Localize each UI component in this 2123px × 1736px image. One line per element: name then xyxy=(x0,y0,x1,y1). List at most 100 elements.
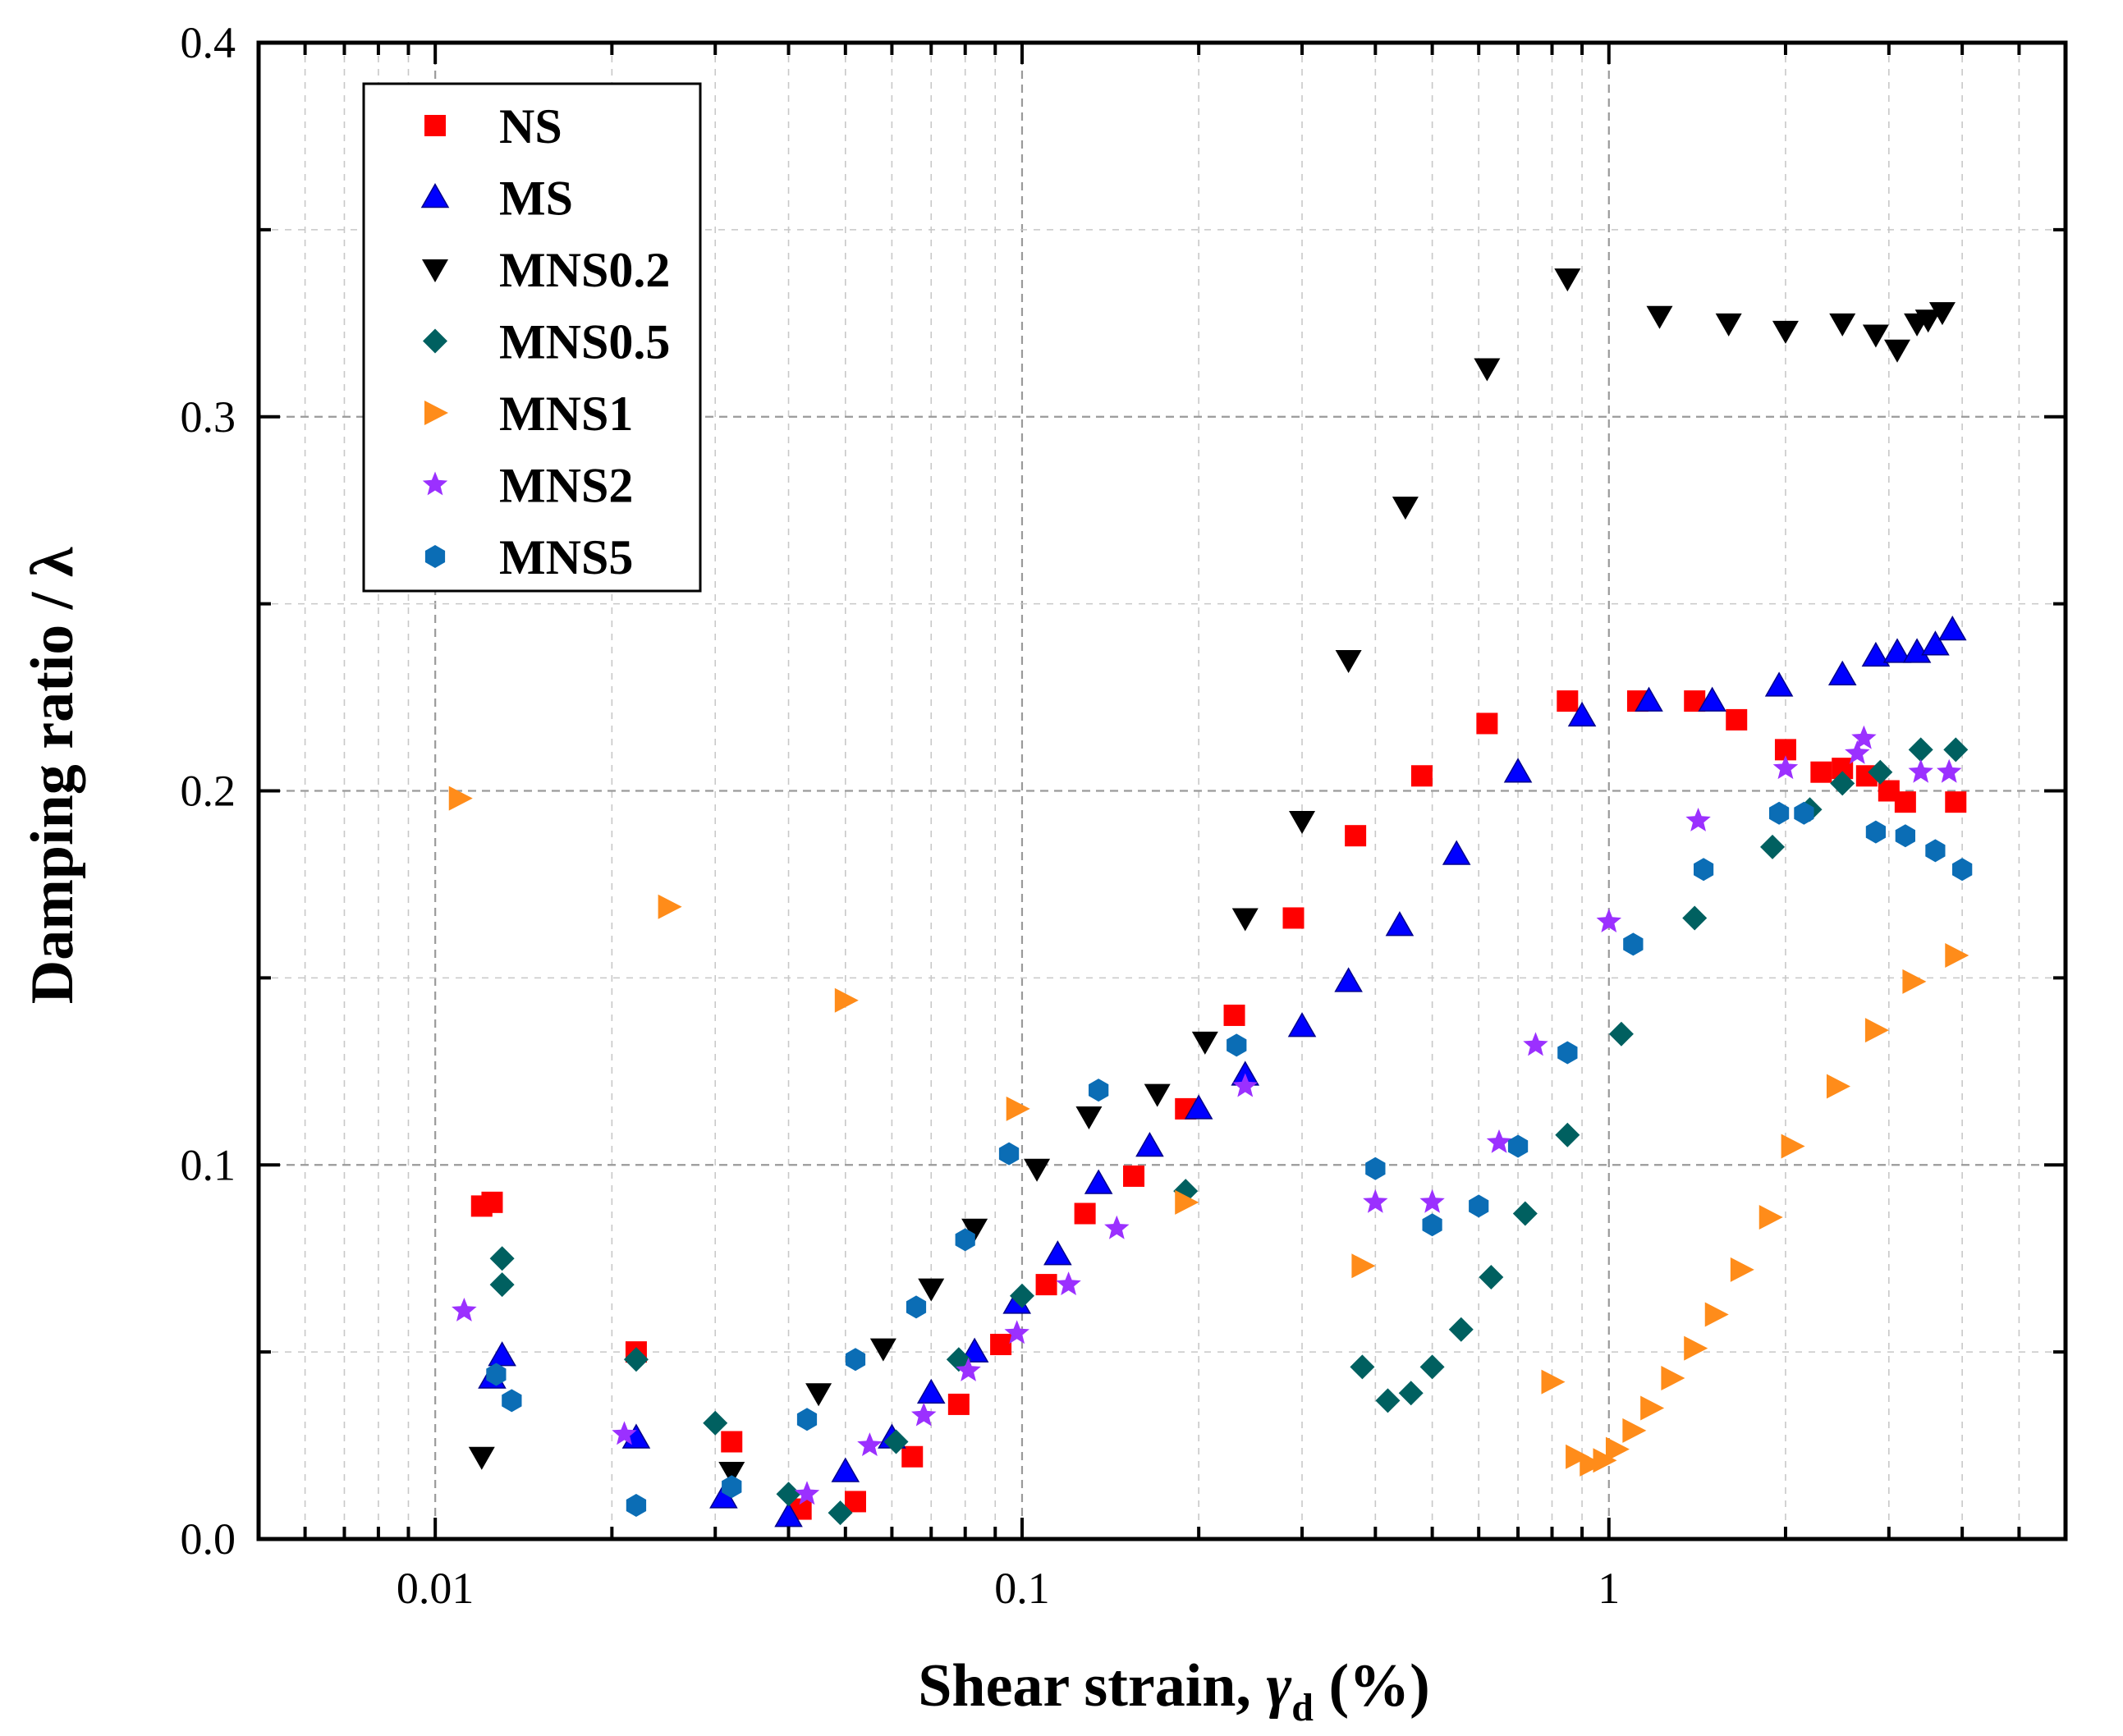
data-point-mns5 xyxy=(1794,801,1814,825)
data-point-mns0-2 xyxy=(718,1461,745,1485)
data-point-mns2 xyxy=(1851,725,1877,749)
data-point-mns0-2 xyxy=(1928,302,1956,326)
legend-item-mns2: MNS2 xyxy=(422,459,633,513)
data-point-mns5 xyxy=(906,1295,927,1319)
data-point-mns5 xyxy=(1557,1041,1578,1065)
legend-label: MNS2 xyxy=(499,459,633,513)
data-point-ms xyxy=(1385,911,1415,937)
x-tick-label: 1 xyxy=(1598,1564,1620,1613)
data-point-ms xyxy=(1902,638,1932,663)
data-point-mns2 xyxy=(1845,740,1870,764)
data-point-mns1 xyxy=(1640,1395,1665,1421)
data-point-mns2 xyxy=(794,1481,820,1505)
data-point-mns2 xyxy=(1056,1271,1081,1295)
data-point-mns5 xyxy=(1925,839,1946,863)
data-point-mns0-5 xyxy=(776,1482,801,1507)
data-point-mns1 xyxy=(1622,1418,1647,1443)
x-axis-title-subscript: d xyxy=(1291,1686,1314,1729)
data-point-mns5 xyxy=(1422,1213,1442,1237)
data-point-ms xyxy=(1503,758,1533,783)
data-point-mns0-5 xyxy=(703,1410,728,1436)
data-point-ms xyxy=(1861,641,1891,667)
data-point-mns5 xyxy=(1769,801,1790,825)
data-point-mns0-5 xyxy=(1479,1264,1504,1289)
data-point-mns1 xyxy=(1006,1096,1030,1121)
data-point-mns1 xyxy=(1593,1448,1617,1473)
data-point-ns xyxy=(1557,690,1579,712)
data-point-mns0-2 xyxy=(1554,268,1581,292)
data-point-mns2 xyxy=(857,1432,883,1456)
data-point-mns5 xyxy=(722,1475,742,1499)
legend-marker xyxy=(422,259,448,282)
data-point-mns1 xyxy=(1902,969,1927,994)
data-point-ms xyxy=(1567,701,1597,727)
legend-marker xyxy=(422,471,448,496)
data-point-mns0-2 xyxy=(1024,1158,1051,1182)
data-point-ms xyxy=(1287,1012,1317,1037)
data-point-mns5 xyxy=(502,1389,522,1413)
x-axis-title-unit: (%) xyxy=(1314,1652,1430,1720)
data-point-mns0-5 xyxy=(1760,834,1786,859)
data-point-mns5 xyxy=(1227,1033,1247,1057)
data-point-ns xyxy=(481,1191,503,1213)
data-point-mns1 xyxy=(658,894,682,919)
data-point-mns0-5 xyxy=(489,1246,515,1271)
data-point-mns5 xyxy=(1507,1134,1529,1158)
data-point-mns2 xyxy=(1772,755,1799,780)
data-point-ns xyxy=(1123,1165,1145,1187)
data-point-ns xyxy=(1810,761,1832,783)
data-point-mns2 xyxy=(1232,1073,1258,1097)
data-point-mns1 xyxy=(1351,1253,1376,1279)
data-point-mns0-5 xyxy=(883,1429,909,1454)
data-point-ms xyxy=(916,1378,946,1404)
x-tick-label: 0.1 xyxy=(994,1564,1050,1613)
data-point-mns5 xyxy=(1895,824,1915,848)
legend-marker xyxy=(424,401,448,425)
data-point-mns0-2 xyxy=(1715,313,1742,337)
data-point-mns1 xyxy=(1704,1302,1729,1327)
data-point-mns2 xyxy=(1419,1189,1445,1213)
y-tick-label: 0.1 xyxy=(181,1140,236,1189)
data-point-ns xyxy=(1476,712,1498,735)
data-point-ns xyxy=(1945,791,1967,813)
data-point-mns0-5 xyxy=(1943,737,1969,763)
data-point-ns xyxy=(901,1445,924,1468)
data-point-ms xyxy=(488,1341,516,1367)
data-point-ns xyxy=(990,1334,1012,1356)
series-ms xyxy=(478,616,1967,1528)
data-point-mns1 xyxy=(1758,1205,1783,1230)
data-point-mns2 xyxy=(1908,758,1933,783)
legend-item-mns0-5: MNS0.5 xyxy=(423,315,670,369)
data-point-mns1 xyxy=(1781,1134,1805,1159)
data-point-mns1 xyxy=(1580,1451,1604,1477)
series-mns5 xyxy=(486,801,1973,1517)
data-point-mns5 xyxy=(955,1228,975,1252)
data-point-mns1 xyxy=(1175,1189,1199,1215)
data-point-mns5 xyxy=(1365,1157,1386,1180)
data-point-mns5 xyxy=(1623,932,1644,956)
data-point-mns0-2 xyxy=(961,1218,988,1242)
data-point-mns1 xyxy=(834,987,859,1013)
data-point-mns0-5 xyxy=(1682,905,1708,931)
data-point-mns1 xyxy=(1605,1436,1630,1462)
legend-item-mns5: MNS5 xyxy=(424,530,633,584)
data-point-ms xyxy=(1698,686,1726,712)
data-point-mns0-5 xyxy=(1448,1317,1474,1342)
legend-label: NS xyxy=(499,99,562,153)
data-point-mns0-2 xyxy=(1772,320,1799,344)
data-point-mns0-2 xyxy=(918,1278,945,1302)
data-point-ns xyxy=(721,1431,743,1453)
data-point-ms xyxy=(1135,1131,1164,1157)
data-point-mns5 xyxy=(626,1494,647,1517)
data-point-mns5 xyxy=(1952,858,1973,882)
data-point-mns2 xyxy=(612,1421,637,1445)
data-point-mns0-5 xyxy=(1375,1388,1401,1413)
data-point-ns xyxy=(1035,1274,1057,1296)
legend-label: MS xyxy=(499,172,573,226)
data-point-mns0-2 xyxy=(1474,358,1501,382)
data-point-ms xyxy=(774,1502,803,1528)
data-point-mns0-2 xyxy=(1862,324,1889,348)
data-point-mns0-2 xyxy=(1335,649,1362,673)
data-point-mns1 xyxy=(1864,1018,1889,1043)
data-point-mns0-5 xyxy=(1009,1283,1034,1308)
